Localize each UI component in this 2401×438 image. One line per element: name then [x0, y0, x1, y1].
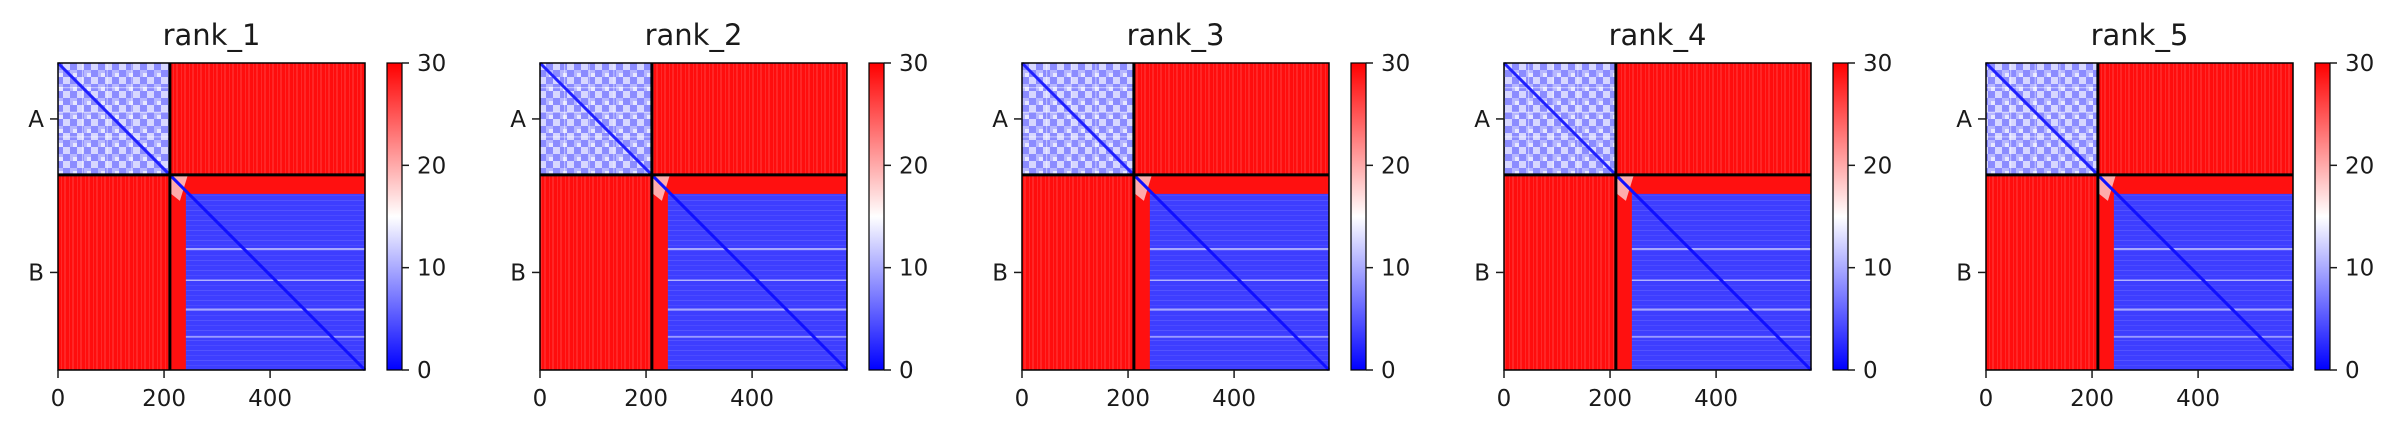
colorbar-tick-label: 0: [899, 358, 914, 384]
block-b-b-head-col: [651, 174, 668, 370]
x-tick-label: 200: [142, 386, 186, 412]
colorbar-tick-label: 10: [1381, 256, 1410, 282]
colorbar-tick-label: 20: [417, 153, 446, 179]
x-tick-label: 0: [533, 386, 548, 412]
block-b-a: [1986, 174, 2098, 370]
colorbar-tick-label: 0: [1381, 358, 1396, 384]
y-tick-label: B: [28, 260, 44, 286]
block-b-a: [1504, 174, 1616, 370]
x-tick-label: 400: [1212, 386, 1256, 412]
y-tick-label: B: [1956, 260, 1972, 286]
colorbar-tick-label: 0: [417, 358, 432, 384]
colorbar-tick-label: 20: [1381, 153, 1410, 179]
y-tick-label: A: [28, 107, 44, 133]
colorbar: [386, 62, 403, 371]
colorbar-tick-label: 30: [1381, 51, 1410, 77]
panel-title: rank_2: [645, 18, 743, 52]
panel-title: rank_5: [2091, 18, 2189, 52]
block-b-b-head-row: [1615, 174, 1811, 194]
x-tick-label: 400: [730, 386, 774, 412]
x-tick-label: 0: [1497, 386, 1512, 412]
colorbar: [1350, 62, 1367, 371]
colorbar-tick-label: 20: [2345, 153, 2374, 179]
panel-title: rank_3: [1127, 18, 1225, 52]
block-a-b: [2097, 63, 2293, 175]
block-b-b-head-row: [1133, 174, 1329, 194]
plot-frame: [1503, 62, 1812, 371]
block-a-b: [651, 63, 847, 175]
block-b-b-head-col: [1615, 174, 1632, 370]
y-tick-label: A: [1956, 107, 1972, 133]
x-tick-label: 0: [51, 386, 66, 412]
colorbar-tick-label: 10: [2345, 256, 2374, 282]
block-b-b-head-row: [169, 174, 365, 194]
colorbar: [1832, 62, 1849, 371]
colorbar-tick-label: 20: [899, 153, 928, 179]
panel-title: rank_1: [163, 18, 261, 52]
plot-frame: [57, 62, 366, 371]
a-a-diagonal: [1984, 61, 2099, 176]
colorbar-tick-label: 30: [899, 51, 928, 77]
y-tick-label: A: [1474, 107, 1490, 133]
block-b-b-head-col: [169, 174, 186, 370]
colorbar: [868, 62, 885, 371]
block-b-b-head-row: [651, 174, 847, 194]
block-a-b: [1615, 63, 1811, 175]
a-a-diagonal: [538, 61, 653, 176]
plot-frame: [539, 62, 848, 371]
block-b-b-head-row: [2097, 174, 2293, 194]
colorbar-tick-label: 30: [2345, 51, 2374, 77]
colorbar-tick-label: 0: [1863, 358, 1878, 384]
colorbar: [2314, 62, 2331, 371]
y-tick-label: B: [510, 260, 526, 286]
plot-frame: [1021, 62, 1330, 371]
block-b-a: [540, 174, 652, 370]
y-tick-label: B: [992, 260, 1008, 286]
colorbar-tick-label: 10: [1863, 256, 1892, 282]
a-a-diagonal: [1020, 61, 1135, 176]
colorbar-tick-label: 0: [2345, 358, 2360, 384]
block-a-b: [1133, 63, 1329, 175]
x-tick-label: 200: [624, 386, 668, 412]
colorbar-tick-label: 10: [417, 256, 446, 282]
block-b-a: [58, 174, 170, 370]
a-a-diagonal: [56, 61, 171, 176]
y-tick-label: A: [992, 107, 1008, 133]
panel-4: rank_4 0 200 400 A B 0 10 20 30: [1474, 18, 1892, 412]
b-b-diagonal: [1132, 173, 1331, 372]
x-tick-label: 400: [1694, 386, 1738, 412]
colorbar-tick-label: 10: [899, 256, 928, 282]
y-tick-label: A: [510, 107, 526, 133]
block-a-b: [169, 63, 365, 175]
block-b-b-head-col: [2097, 174, 2114, 370]
colorbar-tick-label: 20: [1863, 153, 1892, 179]
b-b-diagonal: [1614, 173, 1813, 372]
x-tick-label: 400: [248, 386, 292, 412]
b-b-diagonal: [2096, 173, 2295, 372]
panel-1: rank_1 0 200 400 A B 0 10 20 30: [28, 18, 446, 412]
x-tick-label: 200: [1106, 386, 1150, 412]
block-b-b-head-col: [1133, 174, 1150, 370]
panel-3: rank_3 0 200 400 A B 0 10 20 30: [992, 18, 1410, 412]
panel-2: rank_2 0 200 400 A B 0 10 20 30: [510, 18, 928, 412]
b-b-diagonal: [168, 173, 367, 372]
panel-5: rank_5 0 200 400 A B 0 10 20 30: [1956, 18, 2374, 412]
panel-title: rank_4: [1609, 18, 1707, 52]
x-tick-label: 0: [1979, 386, 1994, 412]
x-tick-label: 0: [1015, 386, 1030, 412]
plot-frame: [1985, 62, 2294, 371]
x-tick-label: 400: [2176, 386, 2220, 412]
block-b-a: [1022, 174, 1134, 370]
colorbar-tick-label: 30: [1863, 51, 1892, 77]
colorbar-tick-label: 30: [417, 51, 446, 77]
a-a-diagonal: [1502, 61, 1617, 176]
y-tick-label: B: [1474, 260, 1490, 286]
x-tick-label: 200: [2070, 386, 2114, 412]
x-tick-label: 200: [1588, 386, 1632, 412]
b-b-diagonal: [650, 173, 849, 372]
